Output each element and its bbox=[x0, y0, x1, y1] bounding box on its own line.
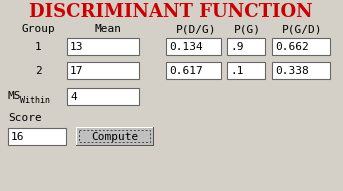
Text: 1: 1 bbox=[35, 41, 42, 52]
Bar bbox=[166, 38, 221, 55]
Text: 13: 13 bbox=[70, 41, 83, 52]
Text: Group: Group bbox=[21, 24, 55, 34]
Bar bbox=[76, 127, 153, 145]
Bar bbox=[227, 38, 265, 55]
Text: Score: Score bbox=[8, 113, 42, 123]
Text: 4: 4 bbox=[70, 91, 77, 101]
Text: P(G): P(G) bbox=[234, 24, 260, 34]
Text: 2: 2 bbox=[35, 66, 42, 75]
Bar bbox=[67, 38, 139, 55]
Bar bbox=[67, 62, 139, 79]
Text: .9: .9 bbox=[230, 41, 244, 52]
Bar bbox=[272, 38, 330, 55]
Text: Within: Within bbox=[20, 96, 50, 105]
Text: .1: .1 bbox=[230, 66, 244, 75]
Text: DISCRIMINANT FUNCTION: DISCRIMINANT FUNCTION bbox=[29, 3, 313, 21]
Text: 0.134: 0.134 bbox=[169, 41, 203, 52]
Text: 0.617: 0.617 bbox=[169, 66, 203, 75]
Text: 16: 16 bbox=[11, 131, 24, 142]
Text: 0.662: 0.662 bbox=[275, 41, 309, 52]
Text: 0.338: 0.338 bbox=[275, 66, 309, 75]
Bar bbox=[227, 62, 265, 79]
Text: P(D/G): P(D/G) bbox=[176, 24, 216, 34]
Bar bbox=[77, 128, 153, 145]
Text: Compute: Compute bbox=[91, 131, 139, 142]
Bar bbox=[272, 62, 330, 79]
Bar bbox=[166, 62, 221, 79]
Text: 17: 17 bbox=[70, 66, 83, 75]
Text: MS: MS bbox=[8, 91, 22, 101]
Bar bbox=[76, 127, 154, 146]
Text: P(G/D): P(G/D) bbox=[282, 24, 322, 34]
Bar bbox=[79, 130, 150, 142]
Text: Mean: Mean bbox=[95, 24, 121, 34]
Bar bbox=[8, 128, 66, 145]
Bar bbox=[67, 88, 139, 105]
